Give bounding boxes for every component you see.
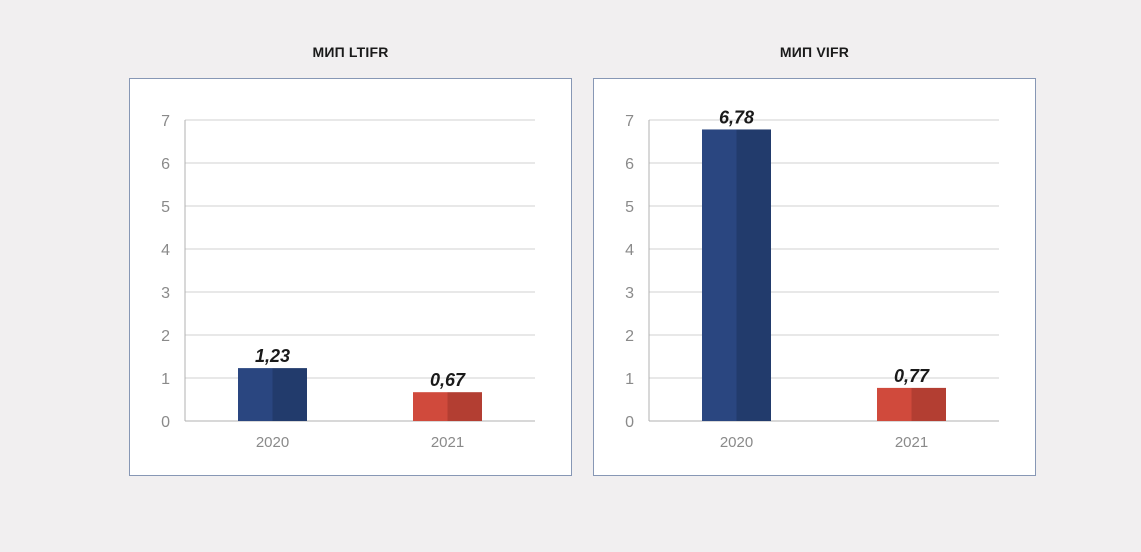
y-tick-label: 4 xyxy=(161,242,170,259)
y-tick-label: 2 xyxy=(625,328,634,345)
bar-face-left xyxy=(413,392,448,421)
chart-frame: 0 1 2 3 4 5 6 7 1,23 2020 0,67 2021 xyxy=(129,78,572,476)
chart-title: МИП VIFR xyxy=(779,44,850,60)
bar-face-left xyxy=(238,368,273,421)
y-tick-label: 7 xyxy=(625,113,634,130)
bar-face-left xyxy=(877,387,912,421)
y-tick-label: 3 xyxy=(161,285,170,302)
data-label: 1,23 xyxy=(255,346,290,366)
y-tick-label: 0 xyxy=(625,414,634,431)
bar-face-left xyxy=(702,129,737,421)
bar-face-right xyxy=(736,129,771,421)
bar-2021 xyxy=(877,387,946,421)
chart-plot: 0 1 2 3 4 5 6 7 6,78 2020 0,77 2021 xyxy=(625,107,999,451)
bar-2020 xyxy=(702,129,771,421)
bar-2021 xyxy=(413,392,482,421)
y-tick-label: 5 xyxy=(161,199,170,216)
chart-plot: 0 1 2 3 4 5 6 7 1,23 2020 0,67 2021 xyxy=(161,113,535,451)
data-label: 0,77 xyxy=(894,366,930,386)
data-label: 6,78 xyxy=(719,107,754,127)
y-tick-label: 6 xyxy=(161,156,170,173)
y-tick-label: 4 xyxy=(625,242,634,259)
y-tick-label: 1 xyxy=(625,371,634,388)
bar-face-right xyxy=(272,368,307,421)
y-tick-label: 3 xyxy=(625,285,634,302)
data-label: 0,67 xyxy=(430,370,466,390)
bar-face-right xyxy=(911,387,946,421)
y-tick-label: 2 xyxy=(161,328,170,345)
y-tick-label: 6 xyxy=(625,156,634,173)
bar-2020 xyxy=(238,368,307,421)
y-tick-label: 5 xyxy=(625,199,634,216)
bar-face-right xyxy=(447,392,482,421)
y-tick-label: 7 xyxy=(161,113,170,130)
chart-frame: 0 1 2 3 4 5 6 7 6,78 2020 0,77 2021 xyxy=(593,78,1036,476)
chart-title: МИП LTIFR xyxy=(312,44,389,60)
y-tick-label: 0 xyxy=(161,414,170,431)
x-tick-label: 2020 xyxy=(256,434,289,451)
y-tick-label: 1 xyxy=(161,371,170,388)
x-tick-label: 2021 xyxy=(431,434,464,451)
x-tick-label: 2020 xyxy=(720,434,753,451)
x-tick-label: 2021 xyxy=(895,434,928,451)
